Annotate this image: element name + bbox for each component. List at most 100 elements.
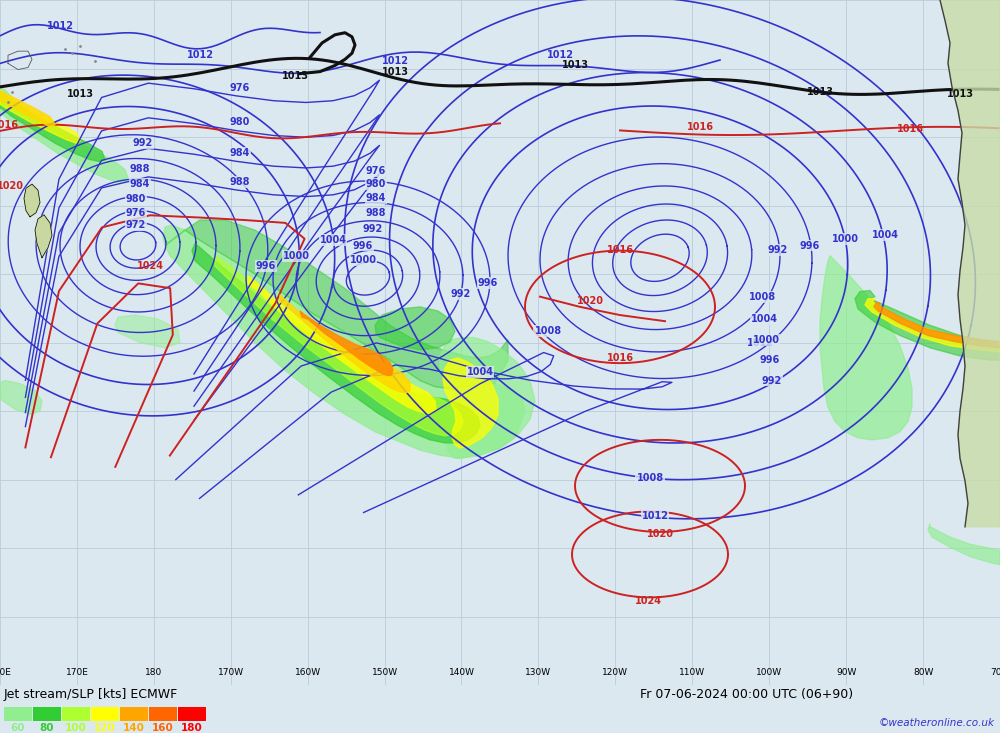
Text: 80W: 80W (913, 668, 933, 677)
Text: 120: 120 (94, 723, 116, 733)
Bar (33, 707, 61, 721)
Polygon shape (300, 311, 393, 375)
Text: 140W: 140W (449, 668, 475, 677)
Text: 992: 992 (768, 245, 788, 254)
Text: 70W: 70W (990, 668, 1000, 677)
Text: 160E: 160E (0, 668, 11, 677)
Polygon shape (280, 295, 410, 393)
Text: 1013: 1013 (806, 87, 834, 97)
Text: 984: 984 (230, 148, 250, 158)
Text: 180: 180 (181, 723, 203, 733)
Text: 996: 996 (353, 240, 373, 251)
Text: 1008: 1008 (534, 326, 562, 336)
Text: 1020: 1020 (646, 529, 674, 539)
Text: 1008: 1008 (748, 292, 776, 302)
Text: 1020: 1020 (0, 181, 24, 191)
Text: 1012: 1012 (746, 338, 774, 347)
Text: 170E: 170E (65, 668, 88, 677)
Text: 996: 996 (800, 240, 820, 251)
Text: 1000: 1000 (350, 255, 376, 265)
Text: 1004: 1004 (872, 230, 898, 240)
Text: 160: 160 (152, 723, 174, 733)
Text: 1013: 1013 (946, 89, 974, 99)
Text: 140: 140 (123, 723, 145, 733)
Text: 1020: 1020 (576, 295, 604, 306)
Text: 980: 980 (366, 179, 386, 189)
Text: 130W: 130W (525, 668, 552, 677)
Polygon shape (0, 90, 55, 127)
Text: 1012: 1012 (642, 511, 668, 520)
Polygon shape (215, 256, 463, 435)
Polygon shape (375, 307, 455, 350)
Text: 1012: 1012 (186, 51, 214, 60)
Text: 100: 100 (65, 723, 87, 733)
Text: 1012: 1012 (382, 56, 409, 67)
Text: 996: 996 (256, 261, 276, 271)
Text: 1013: 1013 (282, 70, 308, 81)
Text: 976: 976 (126, 207, 146, 218)
Polygon shape (163, 225, 525, 458)
Text: 1024: 1024 (635, 597, 662, 606)
Text: 1016: 1016 (686, 122, 714, 132)
Text: 90W: 90W (836, 668, 856, 677)
Text: 1013: 1013 (562, 60, 588, 70)
Polygon shape (443, 358, 498, 448)
Text: 1013: 1013 (382, 67, 409, 77)
Text: 1013: 1013 (66, 89, 94, 99)
Text: 160W: 160W (295, 668, 321, 677)
Text: 1004: 1004 (750, 314, 778, 324)
Bar (149, 707, 177, 721)
Polygon shape (440, 338, 535, 458)
Text: 1000: 1000 (832, 235, 858, 244)
Text: 984: 984 (366, 194, 386, 204)
Text: 1024: 1024 (136, 261, 164, 271)
Text: 980: 980 (230, 117, 250, 128)
Bar (4, 707, 32, 721)
Text: 988: 988 (230, 177, 250, 187)
Text: 1008: 1008 (636, 473, 664, 483)
Bar (62, 707, 90, 721)
Polygon shape (928, 524, 1000, 564)
Text: 992: 992 (451, 289, 471, 298)
Text: 150W: 150W (372, 668, 398, 677)
Polygon shape (192, 243, 480, 443)
Text: 992: 992 (133, 139, 153, 148)
Text: 1012: 1012 (546, 51, 574, 60)
Polygon shape (874, 303, 1000, 347)
Text: 80: 80 (40, 723, 54, 733)
Text: 1016: 1016 (606, 353, 634, 363)
Polygon shape (248, 276, 436, 413)
Text: 980: 980 (126, 194, 146, 205)
Polygon shape (820, 256, 912, 440)
Polygon shape (165, 220, 508, 388)
Text: 170W: 170W (218, 668, 244, 677)
Text: 1000: 1000 (753, 334, 780, 345)
Text: Jet stream/SLP [kts] ECMWF: Jet stream/SLP [kts] ECMWF (4, 688, 178, 701)
Text: 60: 60 (11, 723, 25, 733)
Text: 1004: 1004 (466, 367, 494, 377)
Text: 992: 992 (363, 224, 383, 234)
Text: 120W: 120W (602, 668, 628, 677)
Polygon shape (24, 184, 40, 217)
Polygon shape (865, 298, 1000, 352)
Text: 110W: 110W (679, 668, 705, 677)
Text: 1016: 1016 (606, 245, 634, 254)
Polygon shape (35, 215, 52, 258)
Text: 1016: 1016 (0, 119, 18, 130)
Polygon shape (855, 290, 1000, 360)
Text: ©weatheronline.co.uk: ©weatheronline.co.uk (879, 718, 995, 728)
Text: 100W: 100W (756, 668, 782, 677)
Polygon shape (940, 0, 1000, 527)
Polygon shape (0, 380, 42, 414)
Text: 984: 984 (130, 179, 150, 189)
Bar (120, 707, 148, 721)
Text: 988: 988 (130, 163, 150, 174)
Bar (178, 707, 206, 721)
Text: 1000: 1000 (283, 251, 310, 261)
Text: 1004: 1004 (320, 235, 347, 246)
Text: 996: 996 (760, 355, 780, 365)
Text: 996: 996 (478, 279, 498, 288)
Polygon shape (0, 90, 80, 143)
Text: 976: 976 (366, 166, 386, 176)
Text: 1016: 1016 (896, 124, 924, 134)
